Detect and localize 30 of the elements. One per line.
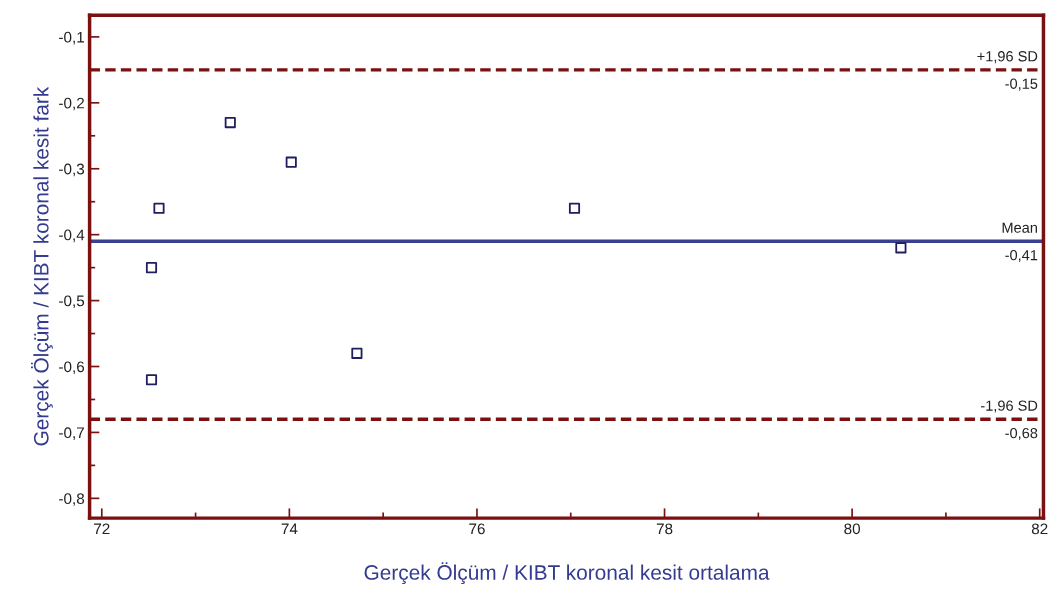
ref-line-label: Mean <box>1002 222 1037 233</box>
y-tick-label: -0,6 <box>59 361 85 374</box>
y-tick-label: -0,4 <box>59 229 85 243</box>
y-axis-title: Gerçek Ölçüm / KIBT koronal kesit fark <box>31 86 53 446</box>
annotation: -0,15 <box>1005 78 1038 91</box>
x-tick-label: 78 <box>656 523 673 535</box>
point <box>153 202 165 214</box>
x-tick-label: 72 <box>94 523 110 535</box>
x-tick-label: 80 <box>844 523 861 535</box>
point <box>145 374 158 386</box>
y-tick-label: -0,3 <box>59 163 85 177</box>
x-axis-title: Gerçek Ölçüm / KIBT koronal kesit ortalama <box>364 562 770 585</box>
x-tick-label: 76 <box>469 523 485 535</box>
point <box>145 262 158 274</box>
point <box>285 156 297 168</box>
ref-line-label: -1,96 SD <box>981 400 1038 413</box>
y-tick-label: -0,8 <box>59 493 85 506</box>
y-tick-label: -0,2 <box>59 97 84 111</box>
point <box>895 242 907 254</box>
annotation: -0,41 <box>1005 249 1038 263</box>
point <box>568 202 581 214</box>
point <box>351 347 363 359</box>
point <box>224 117 236 129</box>
y-tick-label: -0,7 <box>59 427 84 440</box>
x-tick-label: 74 <box>281 523 298 535</box>
y-tick-label: -0,5 <box>59 295 85 309</box>
y-tick-label: -0,1 <box>59 31 84 45</box>
annotation: -0,68 <box>1005 427 1038 441</box>
x-tick-label: 82 <box>1031 523 1048 535</box>
ref-line-label: +1,96 SD <box>977 51 1038 64</box>
